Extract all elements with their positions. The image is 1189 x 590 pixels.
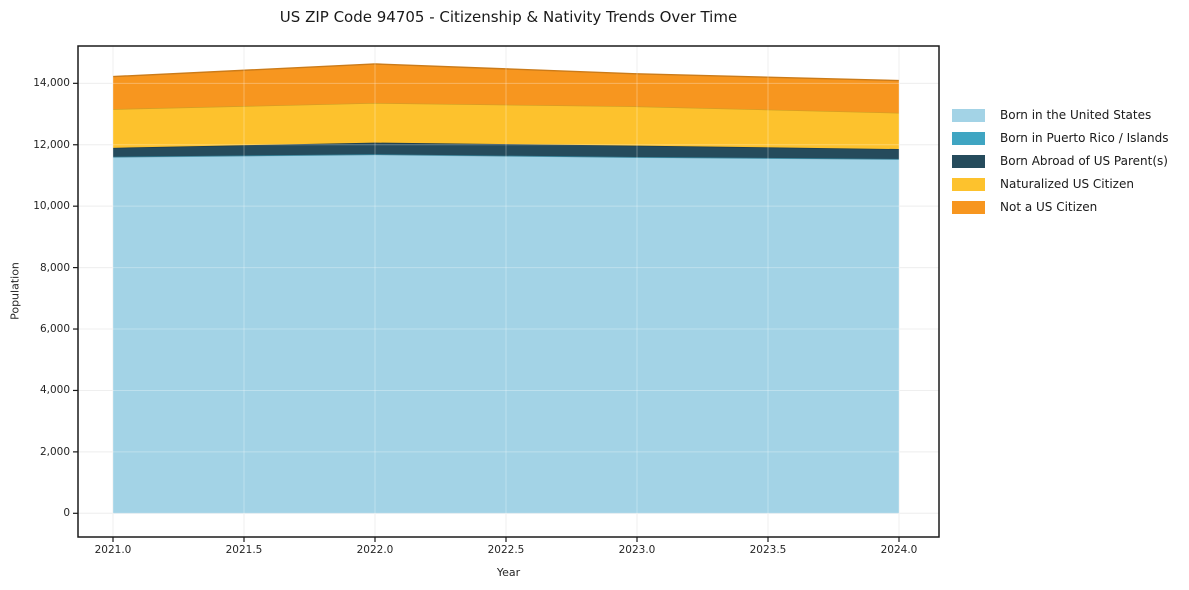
- legend-label: Not a US Citizen: [1000, 200, 1098, 214]
- legend-label: Naturalized US Citizen: [1000, 177, 1134, 191]
- legend-item: Naturalized US Citizen: [952, 178, 1169, 191]
- y-tick-label: 8,000: [39, 261, 70, 274]
- y-tick-label: 0: [63, 507, 70, 520]
- legend-item: Born in the United States: [952, 109, 1169, 122]
- legend-item: Born Abroad of US Parent(s): [952, 155, 1169, 168]
- legend-swatch-icon: [952, 132, 985, 145]
- x-tick-label: 2024.0: [880, 544, 918, 556]
- y-tick-label: 10,000: [33, 200, 70, 213]
- legend-item: Not a US Citizen: [952, 201, 1169, 214]
- legend-swatch-icon: [952, 201, 985, 214]
- legend-label: Born in Puerto Rico / Islands: [1000, 131, 1169, 145]
- x-axis-title: Year: [496, 566, 521, 579]
- area-edge-not-a-us-citizen: [112, 63, 900, 82]
- x-tick-label: 2023.5: [749, 544, 787, 556]
- legend-swatch-icon: [952, 155, 985, 168]
- x-tick-label: 2023.0: [618, 544, 656, 556]
- x-tick-label: 2022.0: [356, 544, 394, 556]
- chart-svg: [73, 45, 940, 542]
- x-tick-label: 2022.5: [487, 544, 525, 556]
- y-tick-label: 4,000: [39, 384, 70, 397]
- area-series-naturalized-us-citizen: [113, 102, 899, 150]
- legend-item: Born in Puerto Rico / Islands: [952, 132, 1169, 145]
- legend-swatch-icon: [952, 178, 985, 191]
- axes-frame: [77, 45, 940, 538]
- legend-label: Born Abroad of US Parent(s): [1000, 154, 1168, 168]
- legend-label: Born in the United States: [1000, 108, 1152, 122]
- legend: Born in the United States Born in Puerto …: [952, 109, 1169, 214]
- x-tick-label: 2021.5: [225, 544, 263, 556]
- x-tick-label: 2021.0: [94, 544, 132, 556]
- y-tick-label: 2,000: [39, 445, 70, 458]
- plot-area: [73, 45, 940, 542]
- legend-swatch-icon: [952, 109, 985, 122]
- y-tick-label: 6,000: [39, 323, 70, 336]
- y-tick-label: 14,000: [33, 77, 70, 90]
- chart-title: US ZIP Code 94705 - Citizenship & Nativi…: [279, 8, 738, 26]
- area-series-born-in-the-united-states: [113, 154, 899, 514]
- y-tick-label: 12,000: [33, 138, 70, 151]
